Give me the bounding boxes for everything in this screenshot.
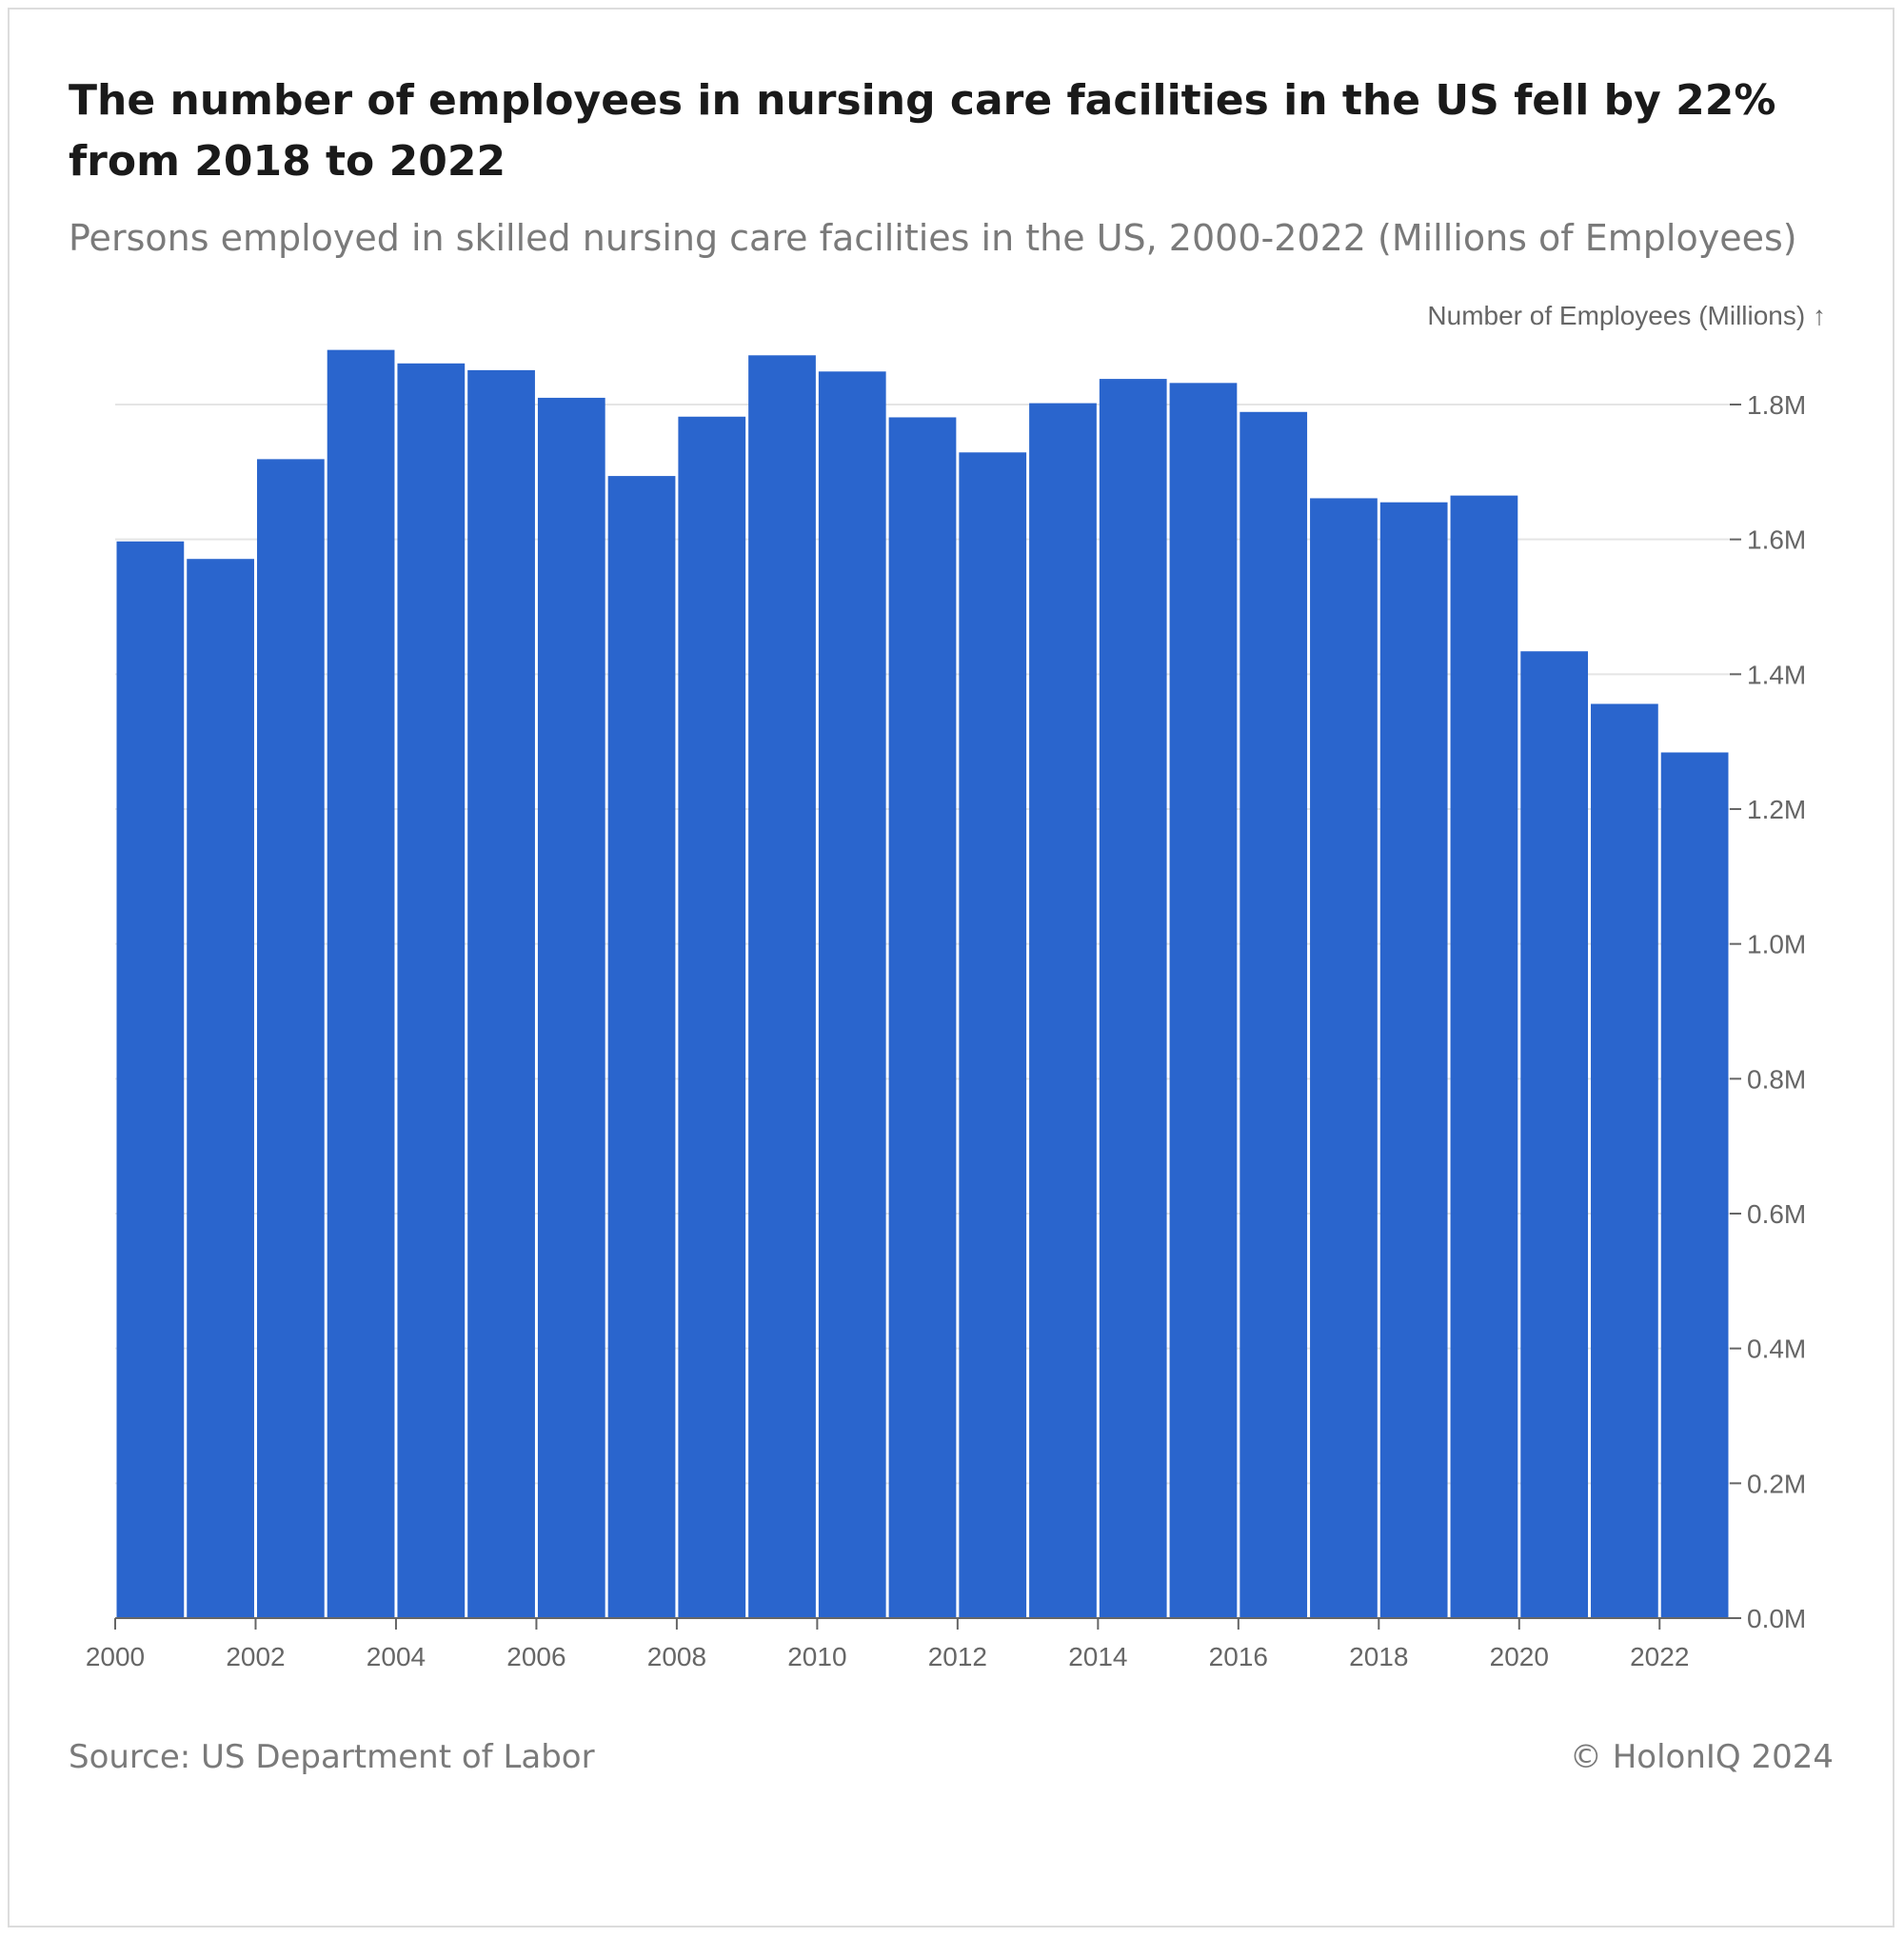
bar-2003 — [327, 349, 395, 1618]
x-tick-label: 2012 — [928, 1642, 987, 1671]
bar-2011 — [888, 417, 957, 1618]
bar-2018 — [1379, 502, 1448, 1619]
x-tick-label: 2014 — [1068, 1642, 1127, 1671]
y-tick-label: 0.8M — [1747, 1064, 1806, 1094]
y-tick-label: 1.0M — [1747, 930, 1806, 959]
bar-2006 — [537, 397, 605, 1619]
x-tick-label: 2004 — [367, 1642, 426, 1671]
chart-title: The number of employees in nursing care … — [69, 76, 1776, 186]
y-tick-label: 1.2M — [1747, 795, 1806, 824]
bar-2012 — [959, 452, 1027, 1619]
bar-2001 — [187, 559, 254, 1619]
bar-2008 — [678, 416, 746, 1618]
bar-2007 — [607, 476, 676, 1618]
y-tick-label: 0.4M — [1747, 1334, 1806, 1364]
y-tick-label: 1.6M — [1747, 525, 1806, 555]
bar-2000 — [116, 541, 185, 1618]
y-tick-label: 0.6M — [1747, 1199, 1806, 1229]
source-note: Source: US Department of Labor — [69, 1738, 595, 1776]
bar-2009 — [748, 355, 816, 1619]
x-tick-label: 2022 — [1630, 1642, 1689, 1671]
bar-2020 — [1520, 651, 1589, 1618]
bar-2015 — [1169, 383, 1238, 1618]
x-tick-label: 2002 — [226, 1642, 285, 1671]
bars — [116, 349, 1729, 1619]
x-tick-label: 2010 — [787, 1642, 846, 1671]
copyright-note: © HolonIQ 2024 — [1569, 1738, 1834, 1776]
bar-2022 — [1660, 752, 1729, 1618]
y-tick-label: 1.4M — [1747, 660, 1806, 689]
x-tick-label: 2018 — [1349, 1642, 1408, 1671]
x-tick-label: 2000 — [86, 1642, 145, 1671]
x-tick-label: 2020 — [1490, 1642, 1549, 1671]
bar-2016 — [1240, 411, 1308, 1619]
y-tick-label: 0.2M — [1747, 1469, 1806, 1498]
y-tick-label: 0.0M — [1747, 1604, 1806, 1633]
bar-2021 — [1591, 703, 1658, 1618]
x-tick-label: 2016 — [1209, 1642, 1268, 1671]
bar-2005 — [467, 369, 535, 1618]
y-axis-label: Number of Employees (Millions) ↑ — [1427, 301, 1826, 330]
bar-2017 — [1310, 498, 1378, 1619]
bar-2004 — [397, 363, 466, 1619]
x-tick-label: 2008 — [647, 1642, 706, 1671]
bar-2010 — [818, 371, 886, 1619]
chart-subtitle: Persons employed in skilled nursing care… — [69, 217, 1797, 259]
bar-2014 — [1099, 379, 1167, 1618]
bar-2013 — [1029, 403, 1097, 1618]
bar-2019 — [1450, 495, 1518, 1618]
x-tick-label: 2006 — [506, 1642, 565, 1671]
bar-2002 — [256, 459, 325, 1618]
axes: 0.0M 0.2M 0.4M 0.6M 0.8M 1.0M 1.2M 1.4M 1.6M 1.8M… — [86, 390, 1806, 1671]
y-tick-label: 1.8M — [1747, 390, 1806, 420]
